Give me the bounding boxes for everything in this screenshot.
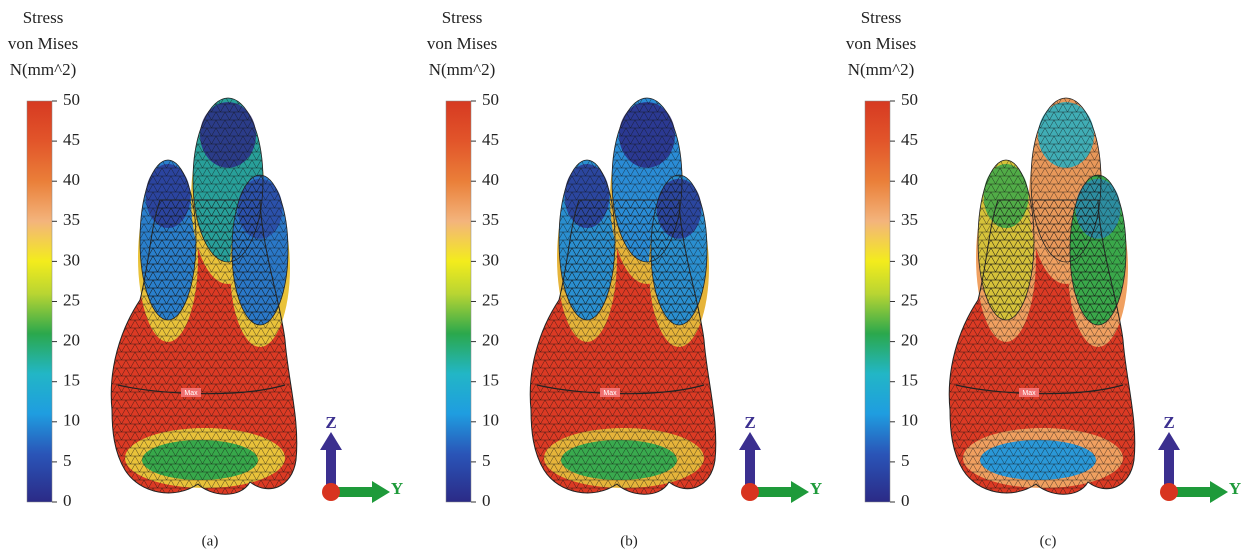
- colorbar-title: Stress: [442, 8, 483, 27]
- colorbar-tick-label: 0: [482, 491, 491, 510]
- mesh: [139, 159, 197, 321]
- colorbar-tick-label: 50: [482, 90, 499, 109]
- colorbar-tick-label: 25: [482, 290, 499, 309]
- z-axis-label: Z: [325, 413, 336, 432]
- y-arrow-shaft: [331, 487, 373, 497]
- colorbar-tick-label: 30: [63, 250, 80, 269]
- colorbar-tick-label: 10: [482, 411, 499, 430]
- panel: Stress von Mises N(mm^2) 0 5 10 15 20 25 30 35 40 45…: [846, 8, 1241, 550]
- y-axis-label: Y: [391, 479, 403, 498]
- z-axis-label: Z: [744, 413, 755, 432]
- colorbar-tick-label: 5: [901, 451, 910, 470]
- mesh: [650, 174, 708, 326]
- colorbar: [26, 100, 53, 503]
- colorbar-tick-label: 25: [63, 290, 80, 309]
- max-badge: [181, 388, 201, 397]
- y-arrow-shaft: [1169, 487, 1211, 497]
- y-arrow-head: [372, 481, 390, 503]
- colorbar-tick-label: 35: [901, 210, 918, 229]
- tooth: Max: [529, 97, 717, 495]
- z-arrow-shaft: [1164, 448, 1174, 492]
- colorbar-title: Stress: [23, 8, 64, 27]
- colorbar-tick-label: 0: [901, 491, 910, 510]
- outline: [529, 199, 717, 495]
- colorbar-tick-label: 50: [901, 90, 918, 109]
- x-axis-dot: [741, 483, 759, 501]
- max-label: Max: [603, 390, 617, 397]
- caption: (b): [620, 533, 638, 549]
- z-arrow-head: [320, 432, 342, 450]
- colorbar-tick-label: 40: [63, 170, 80, 189]
- colorbar-tick-label: 20: [63, 331, 80, 350]
- colorbar-tick-label: 15: [63, 371, 80, 390]
- colorbar-tick-label: 50: [63, 90, 80, 109]
- y-arrow-head: [1210, 481, 1228, 503]
- colorbar-tick-label: 25: [901, 290, 918, 309]
- outline: [948, 199, 1136, 495]
- colorbar-title: N(mm^2): [848, 60, 915, 79]
- colorbar-tick-label: 30: [482, 250, 499, 269]
- colorbar-tick-label: 45: [63, 130, 80, 149]
- colorbar-tick-label: 40: [482, 170, 499, 189]
- colorbar-title: von Mises: [427, 34, 497, 53]
- colorbar: [445, 100, 472, 503]
- y-arrow-shaft: [750, 487, 792, 497]
- colorbar-tick-label: 35: [63, 210, 80, 229]
- z-arrow-head: [1158, 432, 1180, 450]
- colorbar-tick-label: 5: [482, 451, 491, 470]
- caption: (c): [1040, 533, 1057, 549]
- colorbar: [864, 100, 891, 503]
- colorbar-tick-label: 10: [901, 411, 918, 430]
- y-axis-label: Y: [810, 479, 822, 498]
- z-axis-label: Z: [1163, 413, 1174, 432]
- mesh: [558, 159, 616, 321]
- x-axis-dot: [1160, 483, 1178, 501]
- colorbar-tick-label: 15: [901, 371, 918, 390]
- colorbar-title: von Mises: [8, 34, 78, 53]
- colorbar-tick-label: 30: [901, 250, 918, 269]
- tooth: Max: [110, 97, 298, 495]
- z-arrow-head: [739, 432, 761, 450]
- colorbar-tick-label: 5: [63, 451, 72, 470]
- mesh: [977, 159, 1035, 321]
- max-label: Max: [1022, 390, 1036, 397]
- max-badge: [600, 388, 620, 397]
- outline: [110, 199, 298, 495]
- colorbar-tick-label: 40: [901, 170, 918, 189]
- caption: (a): [202, 533, 219, 549]
- colorbar-title: N(mm^2): [429, 60, 496, 79]
- max-badge: [1019, 388, 1039, 397]
- colorbar-tick-label: 35: [482, 210, 499, 229]
- colorbar-title: N(mm^2): [10, 60, 77, 79]
- colorbar-tick-label: 20: [482, 331, 499, 350]
- colorbar-title: Stress: [861, 8, 902, 27]
- panel: Stress von Mises N(mm^2) 0 5 10 15 20 25 30 35 40 45…: [8, 8, 403, 550]
- panel: Stress von Mises N(mm^2) 0 5 10 15 20 25 30 35 40 45…: [427, 8, 822, 550]
- colorbar-tick-label: 15: [482, 371, 499, 390]
- colorbar-tick-label: 45: [482, 130, 499, 149]
- z-arrow-shaft: [745, 448, 755, 492]
- mesh: [1069, 174, 1127, 326]
- tooth: Max: [948, 97, 1136, 495]
- colorbar-tick-label: 0: [63, 491, 72, 510]
- colorbar-tick-label: 10: [63, 411, 80, 430]
- mesh: [231, 174, 289, 326]
- x-axis-dot: [322, 483, 340, 501]
- colorbar-tick-label: 20: [901, 331, 918, 350]
- max-label: Max: [184, 390, 198, 397]
- y-arrow-head: [791, 481, 809, 503]
- colorbar-title: von Mises: [846, 34, 916, 53]
- z-arrow-shaft: [326, 448, 336, 492]
- y-axis-label: Y: [1229, 479, 1241, 498]
- colorbar-tick-label: 45: [901, 130, 918, 149]
